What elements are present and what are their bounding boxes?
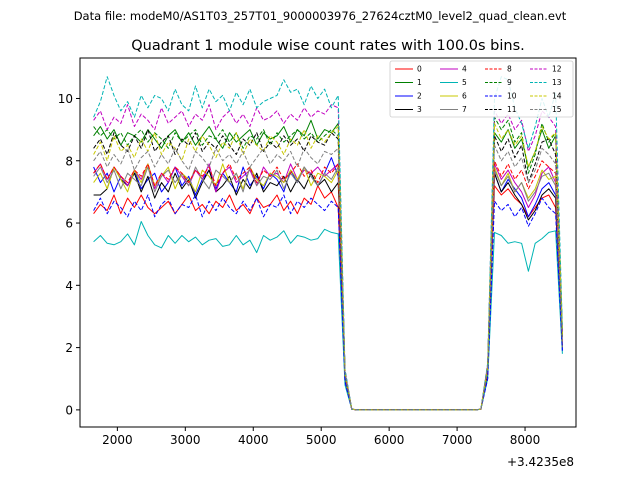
legend-item-7: 7 — [440, 105, 467, 114]
series-layer — [93, 76, 563, 411]
x-tick-label-8000: 8000 — [510, 433, 541, 447]
legend-item-10: 10 — [485, 92, 517, 101]
x-tick-label-3000: 3000 — [170, 433, 201, 447]
x-tick-label-2000: 2000 — [102, 433, 133, 447]
series-line-14 — [93, 122, 563, 411]
figure-suptitle: Data file: modeM0/AS1T03_257T01_90000039… — [74, 9, 567, 23]
x-tick-label-5000: 5000 — [306, 433, 337, 447]
chart-title: Quadrant 1 module wise count rates with … — [131, 38, 525, 54]
y-tick-label-8: 8 — [65, 154, 73, 168]
legend-item-5: 5 — [440, 78, 467, 87]
axes-frame — [79, 57, 577, 428]
y-tick-label-10: 10 — [58, 92, 73, 106]
legend-item-9: 9 — [485, 78, 512, 87]
legend-label-7: 7 — [462, 105, 467, 114]
x-axis: 2000 3000 4000 5000 6000 7000 8000 — [102, 427, 540, 447]
legend-label-8: 8 — [507, 65, 512, 74]
legend-label-13: 13 — [552, 78, 562, 87]
series-line-13 — [93, 76, 563, 411]
legend-label-1: 1 — [417, 78, 422, 87]
legend-item-15: 15 — [530, 105, 562, 114]
legend-label-15: 15 — [552, 105, 562, 114]
x-offset-label: +3.4235e8 — [507, 455, 574, 469]
legend-label-10: 10 — [507, 92, 517, 101]
plot-area — [79, 57, 577, 428]
legend-item-11: 11 — [485, 105, 517, 114]
legend-item-8: 8 — [485, 65, 512, 74]
y-tick-label-6: 6 — [65, 217, 73, 231]
x-tick-label-4000: 4000 — [238, 433, 269, 447]
legend-item-12: 12 — [530, 65, 562, 74]
legend-label-4: 4 — [462, 65, 467, 74]
legend-item-14: 14 — [530, 92, 562, 101]
legend-item-0: 0 — [395, 65, 422, 74]
series-line-5 — [93, 221, 563, 411]
y-axis: 0 2 4 6 8 10 — [58, 92, 80, 417]
x-tick-label-7000: 7000 — [442, 433, 473, 447]
legend-item-2: 2 — [395, 92, 422, 101]
legend-label-12: 12 — [552, 65, 562, 74]
x-tick-label-6000: 6000 — [374, 433, 405, 447]
legend-label-14: 14 — [552, 92, 562, 101]
series-line-10 — [93, 194, 563, 411]
legend-label-6: 6 — [462, 92, 467, 101]
legend-item-4: 4 — [440, 65, 467, 74]
legend-box — [389, 60, 574, 118]
legend-label-9: 9 — [507, 78, 512, 87]
legend-item-1: 1 — [395, 78, 422, 87]
legend-item-6: 6 — [440, 92, 467, 101]
y-tick-label-0: 0 — [65, 403, 73, 417]
legend-label-3: 3 — [417, 105, 422, 114]
y-tick-label-2: 2 — [65, 341, 73, 355]
legend-label-0: 0 — [417, 65, 422, 74]
legend-label-11: 11 — [507, 105, 517, 114]
legend-label-5: 5 — [462, 78, 467, 87]
legend-label-2: 2 — [417, 92, 422, 101]
series-line-15 — [93, 144, 563, 411]
legend-item-13: 13 — [530, 78, 562, 87]
legend-item-3: 3 — [395, 105, 422, 114]
y-tick-label-4: 4 — [65, 279, 73, 293]
